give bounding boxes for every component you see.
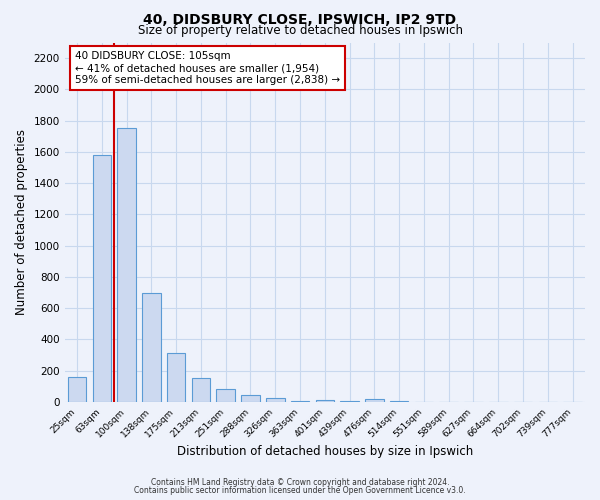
Bar [365,399,383,402]
Text: Contains HM Land Registry data © Crown copyright and database right 2024.: Contains HM Land Registry data © Crown c… [151,478,449,487]
X-axis label: Distribution of detached houses by size in Ipswich: Distribution of detached houses by size … [177,444,473,458]
Bar [217,390,235,402]
Text: Contains public sector information licensed under the Open Government Licence v3: Contains public sector information licen… [134,486,466,495]
Bar [316,400,334,402]
Bar [241,395,260,402]
Bar [142,292,161,402]
Bar [68,377,86,402]
Bar [291,401,310,402]
Bar [266,398,284,402]
Bar [92,155,111,402]
Bar [390,401,409,402]
Bar [118,128,136,402]
Bar [340,401,359,402]
Y-axis label: Number of detached properties: Number of detached properties [15,129,28,315]
Bar [191,378,210,402]
Text: 40 DIDSBURY CLOSE: 105sqm
← 41% of detached houses are smaller (1,954)
59% of se: 40 DIDSBURY CLOSE: 105sqm ← 41% of detac… [75,52,340,84]
Text: 40, DIDSBURY CLOSE, IPSWICH, IP2 9TD: 40, DIDSBURY CLOSE, IPSWICH, IP2 9TD [143,12,457,26]
Bar [167,353,185,402]
Text: Size of property relative to detached houses in Ipswich: Size of property relative to detached ho… [137,24,463,37]
